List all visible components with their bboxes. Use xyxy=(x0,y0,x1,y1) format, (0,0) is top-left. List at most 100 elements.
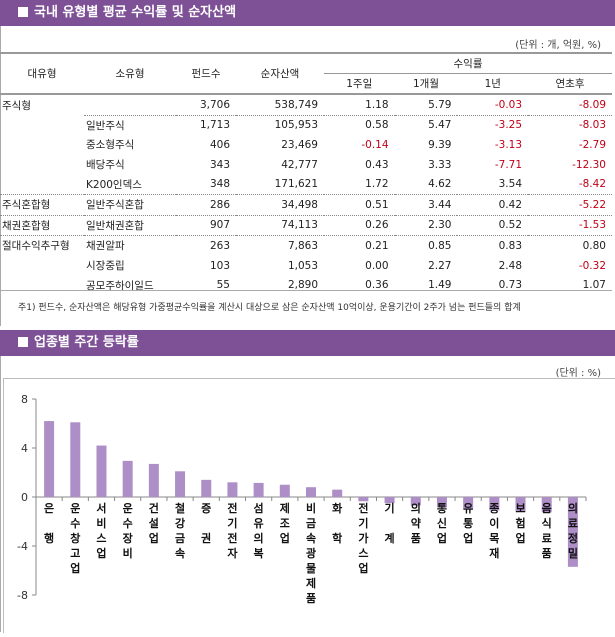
x-label-기계: 기 xyxy=(385,501,395,515)
col-1y: 1년 xyxy=(484,78,501,90)
square-bullet-icon xyxy=(18,7,28,17)
table-row: 배당주식 343 42,777 0.43 3.33 -7.71 -12.30 xyxy=(0,155,612,175)
border xyxy=(0,356,1,632)
fund-count: 263 xyxy=(176,235,236,256)
x-label-운수장비: 장 xyxy=(123,531,133,545)
table-row: 채권혼합형 일반채권혼합 907 74,113 0.26 2.30 0.52 -1.53 xyxy=(0,214,612,236)
x-label-철강금속: 강 xyxy=(175,516,185,530)
return-1y: 0.42 xyxy=(457,193,529,216)
x-label-증권: 증 xyxy=(201,502,211,515)
x-label-운수창고업: 운 xyxy=(70,502,80,515)
return-ytd: 1.07 xyxy=(582,279,606,292)
table-row: 주식혼합형 일반주식혼합 286 34,498 0.51 3.44 0.42 -5.22 xyxy=(0,193,612,216)
x-label-종이목재: 종 xyxy=(489,502,499,515)
x-label-건설업: 업 xyxy=(149,532,159,545)
bar-의료정밀 xyxy=(567,497,578,567)
x-label-통신업: 신 xyxy=(437,516,447,530)
net-assets: 2,890 xyxy=(287,279,318,292)
section-header-fund-returns: 국내 유형별 평균 수익률 및 순자산액 xyxy=(0,0,615,26)
col-assets: 순자산액 xyxy=(260,68,300,80)
unit-label: (단위 : %) xyxy=(555,368,601,379)
y-tick-label: 0 xyxy=(21,491,28,504)
major-type xyxy=(0,174,84,194)
x-label-의약품: 의 xyxy=(411,501,421,515)
major-type: 주식형 xyxy=(2,99,31,112)
x-label-섬유의복: 복 xyxy=(254,546,264,560)
col-minor: 소유형 xyxy=(115,68,145,80)
x-label-음식료품: 료 xyxy=(542,532,552,545)
border xyxy=(0,26,1,326)
section-header-sector-returns: 업종별 주간 등락률 xyxy=(0,330,615,356)
return-ytd: -8.03 xyxy=(528,114,612,136)
major-type: 주식혼합형 xyxy=(0,193,84,216)
x-label-운수창고업: 업 xyxy=(70,562,80,575)
fund-returns-table: 대유형 소유형 펀드수 순자산액 수익률 1주일 1개월 1년 연초후 주식형 3… xyxy=(0,52,612,295)
return-ytd: 0.80 xyxy=(528,235,612,256)
y-tick-label: -8 xyxy=(17,589,28,602)
net-assets: 1,053 xyxy=(287,259,318,272)
return-1w: 0.26 xyxy=(324,214,395,236)
section-title: 업종별 주간 등락률 xyxy=(34,335,139,350)
return-1w: 0.21 xyxy=(324,235,395,256)
x-label-비금속광물제품: 금 xyxy=(306,517,316,530)
x-label-의료정밀: 밀 xyxy=(568,547,578,560)
bar-음식료품 xyxy=(541,497,552,513)
return-ytd: -0.32 xyxy=(578,259,606,272)
x-label-전기가스업: 기 xyxy=(358,516,368,530)
x-label-철강금속: 속 xyxy=(175,547,185,560)
x-label-유통업: 유 xyxy=(463,502,473,515)
return-1w: 0.58 xyxy=(324,114,395,136)
bar-의약품 xyxy=(410,497,421,506)
x-label-운수창고업: 고 xyxy=(70,547,80,560)
x-label-운수창고업: 창 xyxy=(70,531,80,545)
net-assets: 538,749 xyxy=(274,98,318,111)
x-label-건설업: 건 xyxy=(149,501,159,515)
y-tick-label: 8 xyxy=(21,393,28,406)
return-ytd: -1.53 xyxy=(528,214,612,236)
return-1y: 2.48 xyxy=(498,259,523,272)
x-label-전기가스업: 스 xyxy=(358,547,368,560)
bar-운수창고업 xyxy=(70,422,81,497)
y-tick-label: 4 xyxy=(21,442,28,455)
x-label-유통업: 업 xyxy=(463,532,473,545)
section-title: 국내 유형별 평균 수익률 및 순자산액 xyxy=(34,5,237,20)
table-row: 주식형 3,706 538,749 1.18 5.79 -0.03 -8.09 xyxy=(0,94,612,115)
x-label-화학: 화 xyxy=(332,501,342,515)
x-label-의료정밀: 료 xyxy=(568,517,578,530)
x-label-섬유의복: 섬 xyxy=(254,501,264,515)
chart-area: -8 -4 0 4 8 은 행 운 수 창 고 업 서 비 스 업 운 수 장 비 건 설 업 철 강 금 속 증 권 전 기 전 자 섬 유 의 복 제… xyxy=(3,378,615,633)
x-label-제조업: 제 xyxy=(280,501,290,515)
major-type: 절대수익추구형 xyxy=(0,235,84,256)
net-assets: 7,863 xyxy=(236,235,324,256)
bar-보험업 xyxy=(515,497,526,512)
footnote: 주1) 펀드수, 순자산액은 해당유형 가중평균수익률을 계산시 대상으로 삼은… xyxy=(18,303,521,313)
return-1m: 3.44 xyxy=(394,193,458,216)
x-label-전기가스업: 가 xyxy=(358,531,368,545)
fund-count: 343 xyxy=(209,158,230,171)
x-label-전기가스업: 전 xyxy=(358,501,368,515)
x-label-섬유의복: 유 xyxy=(254,517,264,530)
minor-type: 일반주식 xyxy=(84,114,176,136)
table-row: K200인덱스 348 171,621 1.72 4.62 3.54 -8.42 xyxy=(0,174,612,194)
fund-count: 3,706 xyxy=(199,98,230,111)
return-1y: 0.52 xyxy=(457,214,529,236)
fund-count: 55 xyxy=(216,279,230,292)
x-label-운수장비: 운 xyxy=(123,502,133,515)
col-major: 대유형 xyxy=(27,68,57,80)
col-1w: 1주일 xyxy=(346,78,373,90)
return-1w: -0.14 xyxy=(361,138,389,151)
fund-count: 907 xyxy=(176,214,236,236)
minor-type: 채권알파 xyxy=(84,235,176,256)
x-label-비금속광물제품: 광 xyxy=(306,547,316,560)
x-label-철강금속: 철 xyxy=(175,501,185,515)
x-label-음식료품: 품 xyxy=(542,547,552,560)
fund-count: 406 xyxy=(209,138,230,151)
fund-count: 1,713 xyxy=(176,114,236,136)
return-1w: 0.00 xyxy=(365,259,389,272)
x-label-서비스업: 스 xyxy=(96,532,106,545)
return-1y: 0.73 xyxy=(498,279,523,292)
x-label-의약품: 약 xyxy=(411,516,421,530)
bar-철강금속 xyxy=(175,471,186,497)
x-label-제조업: 조 xyxy=(280,517,290,530)
return-ytd: -5.22 xyxy=(528,193,612,216)
